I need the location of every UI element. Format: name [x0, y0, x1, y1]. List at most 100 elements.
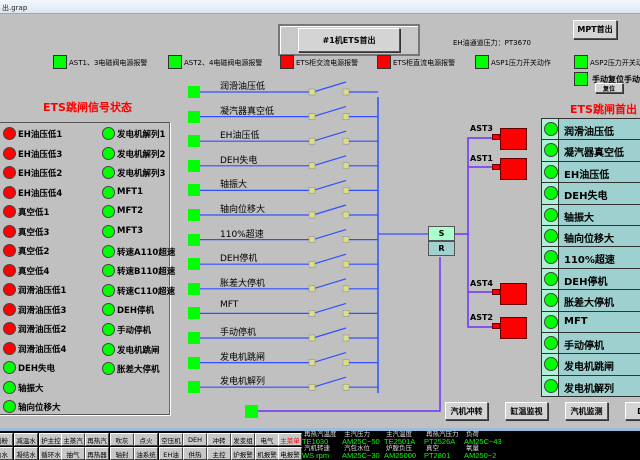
alarm-indicator — [574, 55, 588, 69]
bottom-nav-button[interactable]: 循环水 — [39, 447, 63, 460]
signal-label: 发电机解列1 — [117, 130, 166, 140]
first-out-label: 润滑油压低 — [564, 127, 614, 138]
s-output-wire — [455, 137, 500, 235]
signal-label: EH油压低2 — [18, 169, 63, 179]
first-out-row: 润滑油压低 — [542, 119, 640, 141]
first-out-row: 轴振大 — [542, 204, 640, 226]
signal-lamp — [3, 205, 16, 218]
first-out-row: DEH失电 — [542, 183, 640, 205]
eh-pressure-label: EH油通道压力：PT3670 — [453, 39, 531, 47]
bottom-nav-button[interactable]: 减温水 — [14, 433, 38, 446]
bottom-nav-button[interactable]: 电报警 — [278, 447, 302, 460]
signal-label: 转速A110超速 — [117, 247, 176, 258]
bottom-nav-button[interactable]: 轴封 — [110, 447, 134, 460]
bottom-nav-button[interactable]: 护主控 — [39, 433, 63, 446]
bottom-nav-button[interactable]: 点火 — [134, 433, 158, 446]
bottom-nav-button[interactable]: 主菜单 — [278, 433, 302, 446]
bottom-nav-button[interactable]: DEH — [183, 433, 207, 446]
reset-input-indicator — [245, 405, 258, 418]
bottom-nav-button[interactable]: 凝结水 — [14, 447, 38, 460]
signal-label: MFT1 — [117, 186, 143, 197]
logic-input-label: 发电机跳闸 — [220, 352, 266, 363]
logic-input-label: EH油压低 — [220, 131, 260, 142]
logic-input-label: 轴向位移大 — [220, 205, 266, 215]
signal-lamp — [102, 127, 115, 140]
signal-lamp — [102, 303, 115, 317]
switch-pin — [342, 334, 350, 342]
nav-button[interactable]: DEH — [625, 402, 640, 420]
logic-input-indicator — [188, 209, 200, 221]
ast-valve-stem — [492, 289, 500, 295]
bottom-nav-button[interactable]: 抽气 — [61, 447, 85, 460]
bottom-nav-button[interactable]: 油系统 — [134, 447, 158, 460]
first-out-row: 发电机跳闸 — [542, 354, 640, 376]
logic-input-indicator — [188, 258, 200, 271]
signal-label: 真空低1 — [18, 208, 50, 218]
signal-panel-title: ETS跳闸信号状态 — [43, 101, 132, 114]
switch-pin — [342, 383, 350, 391]
bottom-nav-button[interactable]: 发变组 — [231, 433, 255, 446]
logic-input-indicator — [188, 184, 200, 197]
bottom-nav-button[interactable]: 给水 — [0, 447, 13, 460]
nav-button[interactable]: 缸温监视 — [505, 402, 548, 420]
logic-input-indicator — [188, 332, 200, 344]
switch-pin — [308, 285, 316, 293]
signal-lamp — [3, 263, 16, 277]
first-out-row: DEH停机 — [542, 268, 640, 291]
ast-label: AST4 — [470, 279, 493, 288]
switch-pin — [308, 383, 316, 391]
readout-value: TE2501A — [384, 437, 416, 446]
reset-button[interactable]: 复位 — [595, 83, 623, 93]
nav-button[interactable]: 汽机监测 — [565, 402, 608, 420]
signal-lamp — [102, 205, 115, 219]
switch-contact — [312, 81, 347, 93]
first-out-label: 凝汽器真空低 — [564, 148, 624, 160]
bottom-nav-button[interactable]: 主蒸汽 — [61, 433, 85, 446]
first-out-lamp — [544, 122, 558, 136]
signal-label: MFT2 — [117, 206, 143, 217]
bottom-nav-button[interactable]: 吹灰 — [110, 433, 134, 446]
bottom-nav-button[interactable]: 机报警 — [255, 447, 279, 460]
bottom-nav-button[interactable]: 再热器 — [85, 447, 109, 460]
signal-lamp — [102, 283, 115, 297]
readout-label: 负荷 — [466, 431, 479, 438]
first-out-label: 发电机解列 — [564, 383, 614, 395]
signal-lamp — [3, 400, 16, 413]
readout-label: 炉膛负压 — [386, 445, 412, 452]
ets-title-button[interactable]: #1机ETS首出 — [298, 28, 400, 52]
first-out-row: 凝汽器真空低 — [542, 140, 640, 162]
signal-lamp — [3, 146, 16, 160]
signal-label: 真空低4 — [18, 266, 50, 277]
switch-pin — [308, 88, 316, 96]
bottom-nav-button[interactable]: 电气 — [255, 433, 279, 446]
switch-contact — [312, 106, 347, 118]
window-title: 出.grap — [2, 4, 28, 12]
signal-label: 润滑油压低4 — [18, 344, 67, 355]
switch-contact — [312, 352, 347, 364]
signal-lamp — [3, 283, 16, 296]
logic-input-label: DEH停机 — [220, 254, 258, 265]
signal-label: 真空低3 — [18, 227, 50, 238]
bottom-nav-button[interactable]: 制粉 — [0, 433, 13, 446]
alarm-indicator — [377, 55, 391, 69]
logic-input-label: 手动停机 — [220, 328, 257, 338]
bottom-nav-button[interactable]: 再热汽 — [85, 433, 109, 446]
signal-label: 转速B110超速 — [117, 267, 176, 278]
bottom-nav-button[interactable]: 冲转 — [207, 433, 231, 446]
bottom-nav-button[interactable]: 主控 — [207, 447, 231, 460]
switch-pin — [342, 187, 350, 194]
bottom-nav-button[interactable]: 供热 — [183, 447, 207, 460]
readout-label: 汽机转速 — [304, 445, 330, 452]
bottom-nav-button[interactable]: 空压机 — [159, 433, 183, 446]
switch-pin — [342, 285, 350, 293]
first-out-label: MFT — [564, 315, 588, 327]
mpt-first-out-button[interactable]: MPT首出 — [573, 20, 617, 39]
logic-input-label: 发电机解列 — [220, 377, 266, 388]
manual-reset-indicator — [574, 72, 588, 86]
logic-input-indicator — [188, 159, 200, 172]
readout-value: PT2526A — [424, 437, 456, 446]
nav-button[interactable]: 汽机冲转 — [445, 402, 488, 420]
bottom-nav-button[interactable]: EH油 — [159, 447, 183, 460]
readout-value: TE1030 — [302, 437, 329, 446]
bottom-nav-button[interactable]: 炉报警 — [231, 447, 255, 460]
